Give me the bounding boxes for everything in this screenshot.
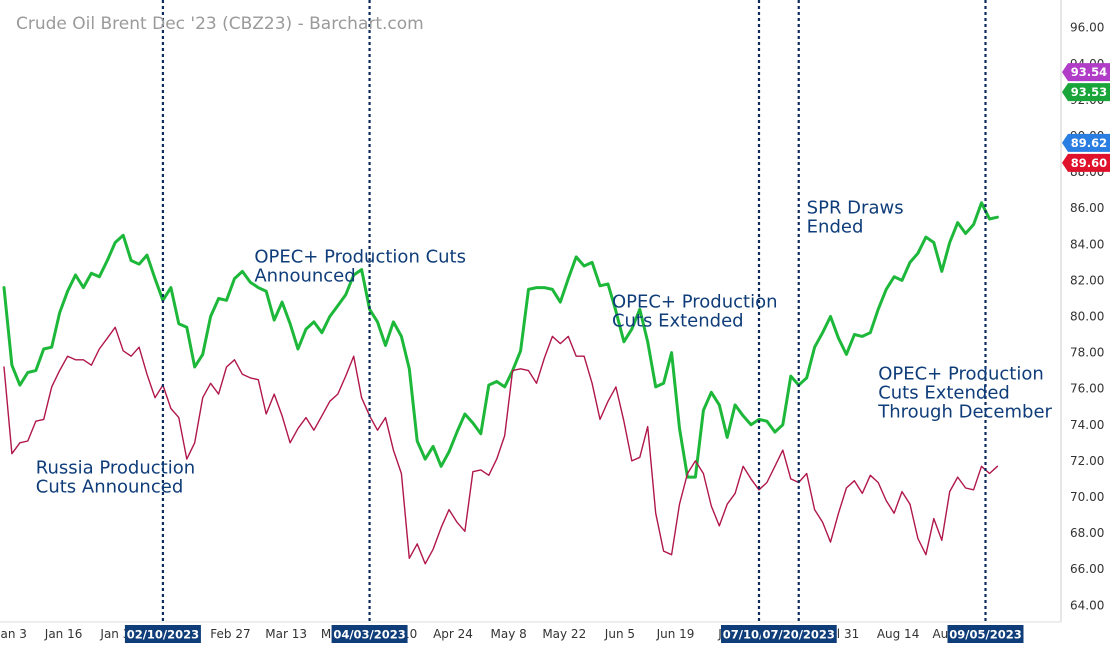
annotation-line: Cuts Announced	[36, 477, 184, 498]
y-tick-label: 74.00	[1070, 418, 1104, 432]
y-tick-label: 76.00	[1070, 382, 1104, 396]
x-tick-label: Feb 27	[210, 627, 250, 641]
y-tick-label: 82.00	[1070, 273, 1104, 287]
event-date-label: 02/10/2023	[127, 628, 199, 642]
event-annotation: SPR Draws Ended	[807, 198, 904, 238]
y-tick-label: 86.00	[1070, 201, 1104, 215]
annotation-line: Ended	[807, 217, 864, 238]
chart-annotations: Russia Production Cuts Announced OPEC+ Pro…	[36, 198, 1053, 498]
event-date-badge	[124, 625, 201, 643]
annotation-line: Cuts Extended	[612, 310, 744, 331]
y-tick-label: 68.00	[1070, 526, 1104, 540]
event-date-label: 09/05/2023	[949, 628, 1021, 642]
y-tick-label: 84.00	[1070, 237, 1104, 251]
x-tick-label: May 22	[542, 627, 586, 641]
last-price-value: 93.54	[1071, 65, 1107, 79]
x-tick-label: May 8	[491, 627, 527, 641]
y-tick-label: 66.00	[1070, 562, 1104, 576]
annotation-line: Russia Production	[36, 458, 195, 479]
series-line	[773, 201, 999, 434]
event-date-label: 04/03/2023	[333, 628, 405, 642]
annotation-line: OPEC+ Production	[878, 364, 1044, 385]
annotation-line: SPR Draws	[807, 198, 904, 219]
y-tick-label: 70.00	[1070, 490, 1104, 504]
event-date-badge	[760, 625, 837, 643]
x-tick-label: Aug 14	[877, 627, 920, 641]
y-tick-label: 96.00	[1070, 21, 1104, 35]
series-line	[2, 233, 777, 479]
event-annotation: OPEC+ Production Cuts Announced	[254, 246, 466, 286]
x-tick-label: Apr 24	[433, 627, 473, 641]
x-tick-label: Jan 3	[0, 627, 27, 641]
event-annotation: OPEC+ Production Cuts Extended	[612, 291, 778, 331]
price-series	[2, 201, 999, 565]
last-price-badge	[1062, 153, 1110, 172]
series-line	[909, 465, 999, 556]
annotation-line: Cuts Extended	[878, 383, 1010, 404]
x-tick-label: Jun 19	[656, 627, 695, 641]
y-tick-label: 78.00	[1070, 346, 1104, 360]
annotation-line: Announced	[254, 265, 355, 286]
y-tick-label: 72.00	[1070, 454, 1104, 468]
y-tick-label: 80.00	[1070, 310, 1104, 324]
annotation-line: OPEC+ Production	[612, 291, 778, 312]
annotation-line: OPEC+ Production Cuts	[254, 246, 466, 267]
last-price-badge	[1062, 63, 1110, 82]
last-price-badge	[1062, 133, 1110, 152]
event-markers: 02/10/2023 04/03/2023 07/10/202307/20/2023…	[124, 0, 1024, 643]
last-price-value: 93.53	[1071, 85, 1107, 99]
chart-title: Crude Oil Brent Dec '23 (CBZ23) - Barcha…	[16, 14, 424, 34]
event-date-badge	[947, 625, 1024, 643]
event-date-label: 07/20/2023	[763, 628, 835, 642]
last-price-value: 89.60	[1071, 156, 1107, 170]
annotation-line: Through December	[877, 402, 1052, 423]
x-tick-label: Mar 13	[265, 627, 307, 641]
series-line	[3, 326, 911, 565]
event-date-badge	[331, 625, 408, 643]
last-price-badge	[1062, 83, 1110, 102]
y-tick-label: 64.00	[1070, 598, 1104, 612]
event-annotation: OPEC+ Production Cuts Extended Through Dec…	[877, 364, 1052, 423]
last-price-labels: 93.54 93.53 89.62 89.60	[1062, 63, 1110, 172]
x-tick-label: Jan 16	[44, 627, 83, 641]
x-tick-label: Jun 5	[604, 627, 635, 641]
last-price-value: 89.62	[1071, 136, 1107, 150]
event-annotation: Russia Production Cuts Announced	[36, 458, 195, 498]
